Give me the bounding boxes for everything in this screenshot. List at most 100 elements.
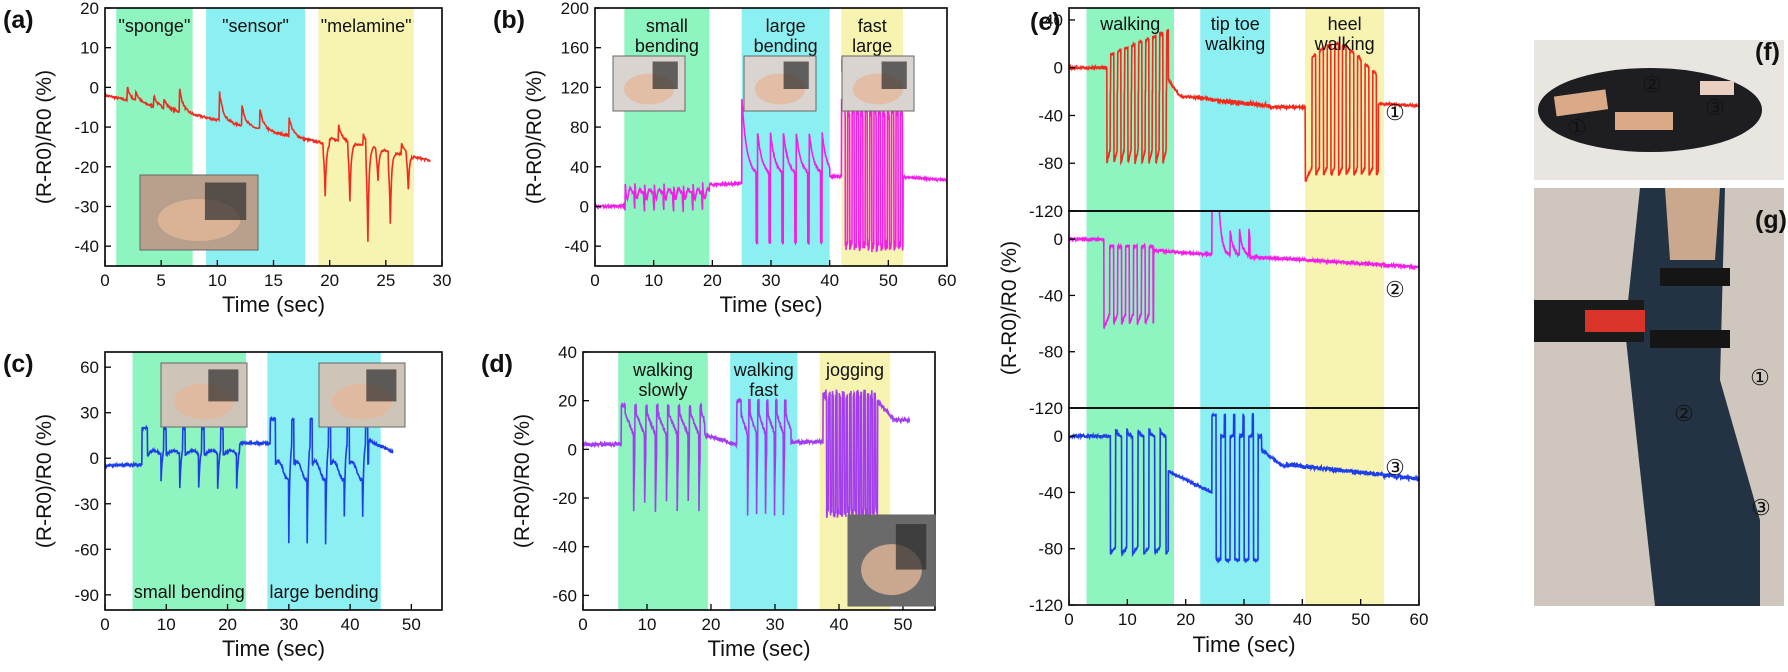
photo-elbow-large — [318, 362, 406, 428]
y-tick-label: 40 — [1044, 11, 1063, 30]
x-tick-label: 30 — [1235, 610, 1254, 629]
y-tick-label: -80 — [1038, 343, 1063, 362]
y-tick-label: 200 — [561, 0, 589, 18]
x-tick-label: 50 — [879, 271, 898, 290]
y-tick-label: -20 — [74, 158, 99, 177]
photo-throat — [139, 174, 259, 251]
signal-line — [594, 98, 948, 253]
y-tick-label: -40 — [74, 237, 99, 256]
signal-line — [104, 414, 394, 545]
panel-letter: (e) — [1030, 8, 1061, 36]
y-tick-label: 10 — [80, 39, 99, 58]
region-label: walking — [1099, 14, 1160, 34]
y-tick-label: 0 — [1054, 59, 1063, 78]
region-label: large bending — [270, 582, 379, 602]
signal-line — [1068, 210, 1420, 329]
y-axis-label: (R-R0)/R0 (%) — [523, 70, 546, 204]
y-tick-label: 0 — [568, 440, 577, 459]
region-label: heel — [1328, 14, 1362, 34]
panel-a: 0 5 10 15 20 25 30 20 10 0 -10 -20 -30 -40 Time (sec) (… — [3, 0, 451, 317]
region-label: large — [852, 36, 892, 56]
x-axis-label: Time (sec) — [707, 636, 810, 661]
y-tick-label: -30 — [74, 495, 99, 514]
y-tick-label: 80 — [570, 118, 589, 137]
sensor-patch — [1700, 81, 1734, 95]
daq-board — [1585, 310, 1645, 332]
y-tick-label: -20 — [552, 489, 577, 508]
x-tick-label: 5 — [156, 271, 165, 290]
panel-d: 0 10 20 30 40 50 40 20 0 -20 -40 -60 Time (sec) (R-R0… — [481, 343, 936, 661]
x-tick-label: 30 — [762, 271, 781, 290]
photo-hand-fast — [841, 55, 915, 112]
panel-letter: (a) — [3, 6, 34, 34]
x-axis-label: Time (sec) — [1192, 632, 1295, 657]
y-tick-label: 40 — [558, 343, 577, 362]
region-label: large — [766, 16, 806, 36]
y-tick-label: -40 — [552, 538, 577, 557]
panel-g: ① ② ③ (g) — [1534, 188, 1787, 606]
y-tick-label: 0 — [1054, 230, 1063, 249]
y-tick-label: -90 — [74, 586, 99, 605]
y-axis-label: (R-R0)/R0 (%) — [998, 241, 1021, 375]
x-axis-label: Time (sec) — [222, 636, 325, 661]
x-tick-label: 60 — [938, 271, 957, 290]
sensor-marker: ② — [1642, 72, 1662, 97]
sensor-marker: ③ — [1705, 95, 1725, 120]
y-tick-label: 0 — [90, 449, 99, 468]
y-tick-label: 0 — [90, 78, 99, 97]
x-tick-label: 10 — [644, 271, 663, 290]
x-tick-label: 15 — [264, 271, 283, 290]
photo-hand-small — [612, 55, 686, 112]
x-tick-label: 50 — [894, 615, 913, 634]
sensor-patch — [1553, 89, 1609, 117]
sensor-marker: ① — [1567, 115, 1587, 140]
y-tick-label: 160 — [561, 39, 589, 58]
x-tick-label: 30 — [766, 615, 785, 634]
x-tick-label: 25 — [376, 271, 395, 290]
region-label: jogging — [825, 360, 884, 380]
plot-frame — [104, 351, 443, 611]
x-tick-label: 50 — [1351, 610, 1370, 629]
signal-line — [104, 86, 431, 242]
x-tick-label: 30 — [279, 615, 298, 634]
x-tick-label: 0 — [578, 615, 587, 634]
region-label: walking — [733, 360, 794, 380]
x-tick-label: 40 — [820, 271, 839, 290]
panel-letter: (f) — [1755, 38, 1780, 66]
y-tick-label: -40 — [1038, 483, 1063, 502]
panel-f: ① ② ③ (f) — [1534, 38, 1784, 180]
region-label: walking — [1314, 34, 1375, 54]
x-tick-label: 20 — [218, 615, 237, 634]
y-tick-label: -40 — [1038, 286, 1063, 305]
region-label: slowly — [638, 380, 687, 400]
x-tick-label: 0 — [100, 271, 109, 290]
region-label: "sponge" — [119, 16, 191, 36]
region-label: small — [646, 16, 688, 36]
sensor-marker: ① — [1385, 100, 1405, 125]
x-tick-label: 60 — [1410, 610, 1429, 629]
x-tick-label: 20 — [703, 271, 722, 290]
y-tick-label: -120 — [1029, 596, 1063, 615]
y-tick-label: -60 — [74, 540, 99, 559]
photo-knee — [847, 514, 936, 607]
sensor-marker: ② — [1385, 277, 1405, 302]
y-tick-label: -30 — [74, 197, 99, 216]
x-tick-label: 40 — [1293, 610, 1312, 629]
signal-line — [1068, 411, 1420, 565]
panel-letter: (d) — [481, 350, 513, 378]
region-label: fast — [858, 16, 887, 36]
x-tick-label: 0 — [590, 271, 599, 290]
plot-frame — [582, 351, 936, 611]
y-tick-label: 20 — [80, 0, 99, 18]
x-tick-label: 40 — [341, 615, 360, 634]
x-tick-label: 20 — [320, 271, 339, 290]
region-label: bending — [635, 36, 699, 56]
x-axis-label: Time (sec) — [222, 292, 325, 317]
panel-c: 0 10 20 30 40 50 60 30 0 -30 -60 -90 Time (sec) (R-R0… — [3, 350, 443, 661]
region-label: walking — [1204, 34, 1265, 54]
x-axis-label: Time (sec) — [719, 292, 822, 317]
y-axis-label: (R-R0)/R0 (%) — [511, 414, 534, 548]
y-tick-label: 30 — [80, 404, 99, 423]
